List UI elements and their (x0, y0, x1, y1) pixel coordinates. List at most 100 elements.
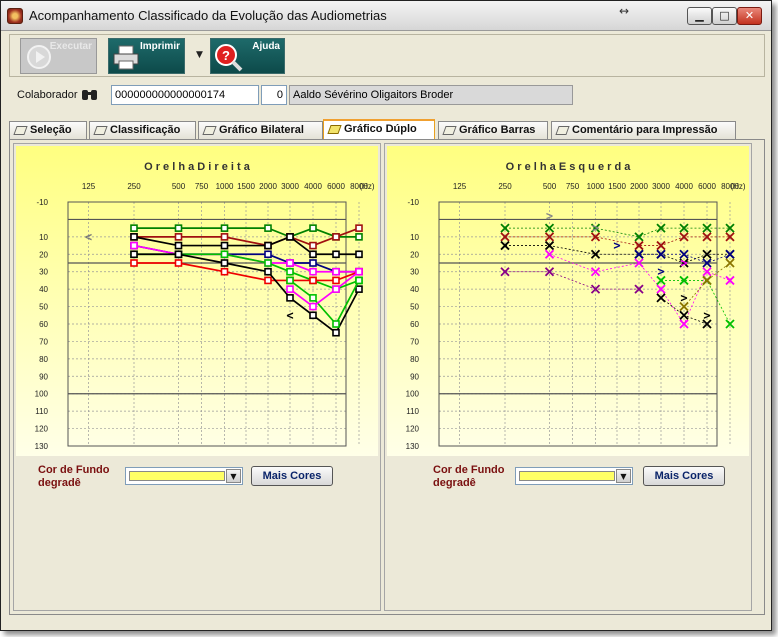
y-tick-label: 40 (39, 285, 48, 294)
chevron-down-icon[interactable]: ▼ (226, 469, 241, 483)
bone-marker: < (286, 308, 293, 322)
collaborator-code-field[interactable]: 000000000000000174 (111, 85, 259, 105)
data-point (656, 249, 666, 259)
data-point (130, 241, 138, 250)
y-tick-label: -10 (407, 198, 419, 207)
bg-color-label: Cor de Fundo degradê (38, 464, 110, 489)
tab-icon (93, 126, 108, 135)
data-point (725, 249, 735, 259)
tab-selecao[interactable]: Seleção (9, 121, 87, 139)
data-point (174, 250, 183, 259)
data-point (332, 267, 340, 276)
bg-color-select[interactable]: ▼ (125, 467, 243, 485)
printer-icon (113, 45, 139, 70)
x-tick-label: (Hz) (359, 182, 374, 191)
data-point (656, 284, 666, 294)
data-point (500, 240, 510, 251)
more-colors-button[interactable]: Mais Cores (643, 466, 725, 486)
x-tick-label: 500 (543, 182, 557, 191)
tab-grafico-barras[interactable]: Gráfico Barras (438, 121, 548, 139)
x-tick-label: 6000 (698, 182, 716, 191)
data-point (286, 294, 294, 302)
data-point (355, 224, 363, 232)
y-tick-label: 100 (35, 390, 49, 399)
help-magnifier-icon: ? (215, 44, 243, 72)
data-point (332, 233, 340, 241)
x-tick-label: 4000 (675, 182, 693, 191)
y-tick-label: 70 (39, 337, 48, 346)
tab-bar: Seleção Classificação Gráfico Bilateral … (9, 119, 765, 140)
data-point (130, 224, 138, 232)
data-point (220, 267, 229, 276)
close-button[interactable]: ✕ (737, 7, 762, 25)
bone-marker: > (680, 291, 687, 305)
ajuda-button[interactable]: ? Ajuda (210, 38, 285, 74)
data-point (500, 223, 510, 233)
data-point (264, 250, 272, 259)
data-point (264, 276, 272, 285)
y-tick-label: 130 (406, 442, 420, 451)
data-point (656, 240, 666, 251)
y-tick-label: 60 (410, 320, 419, 329)
series-line (505, 271, 639, 290)
data-point (309, 276, 317, 285)
data-point (355, 276, 363, 285)
data-point (264, 241, 272, 250)
binoculars-icon[interactable] (81, 88, 99, 102)
minimize-button[interactable]: ▁ (687, 7, 712, 25)
data-point (679, 258, 689, 268)
tab-icon (13, 126, 28, 135)
data-point (634, 258, 644, 268)
tab-grafico-bilateral[interactable]: Gráfico Bilateral (198, 121, 323, 139)
y-tick-label: 80 (410, 355, 419, 364)
data-point (130, 250, 138, 259)
data-point (634, 284, 644, 294)
data-point (355, 233, 363, 241)
data-point (286, 259, 294, 267)
plot-frame (67, 201, 347, 447)
imprimir-dropdown-icon[interactable]: ▼ (196, 50, 203, 60)
more-colors-button[interactable]: Mais Cores (251, 466, 333, 486)
x-tick-label: 6000 (327, 182, 345, 191)
series-line (505, 227, 730, 238)
y-tick-label: 110 (35, 407, 48, 416)
imprimir-button[interactable]: Imprimir (108, 38, 185, 74)
imprimir-label: Imprimir (139, 41, 180, 52)
data-point (332, 276, 340, 285)
y-tick-label: 100 (406, 390, 420, 399)
data-point (679, 275, 689, 286)
x-tick-label: 250 (498, 182, 512, 191)
data-point (590, 249, 601, 259)
y-tick-label: 120 (406, 425, 420, 434)
maximize-button[interactable]: □ (712, 7, 737, 25)
collaborator-number-field[interactable]: 0 (261, 85, 287, 105)
series-line (133, 235, 359, 256)
data-point (725, 223, 735, 233)
tab-comentario[interactable]: Comentário para Impressão (551, 121, 736, 139)
title-bar[interactable]: Acompanhamento Classificado da Evolução … (1, 1, 771, 31)
x-tick-label: 4000 (304, 182, 322, 191)
data-point (590, 232, 601, 242)
executar-label: Executar (49, 41, 92, 52)
data-point (355, 250, 363, 259)
series-line (134, 227, 359, 238)
data-point (309, 302, 317, 311)
tab-grafico-duplo[interactable]: Gráfico Dúplo (323, 119, 435, 140)
data-point (220, 241, 229, 250)
svg-text:?: ? (222, 48, 230, 63)
tab-classificacao[interactable]: Classificação (89, 121, 196, 139)
y-tick-label: 10 (410, 233, 419, 242)
data-point (130, 233, 138, 241)
chevron-down-icon[interactable]: ▼ (616, 469, 631, 483)
data-point (174, 233, 183, 241)
data-point (286, 285, 294, 293)
data-point (656, 275, 666, 286)
bg-color-select[interactable]: ▼ (515, 467, 633, 485)
right-ear-frame: O r e l h a D i r e i t a 125 250 500 750 100… (13, 143, 381, 611)
data-point (286, 233, 294, 241)
executar-button[interactable]: Executar (20, 38, 97, 74)
x-tick-label: 250 (127, 182, 141, 191)
bone-marker: > (680, 256, 687, 270)
y-tick-label: -10 (36, 198, 48, 207)
